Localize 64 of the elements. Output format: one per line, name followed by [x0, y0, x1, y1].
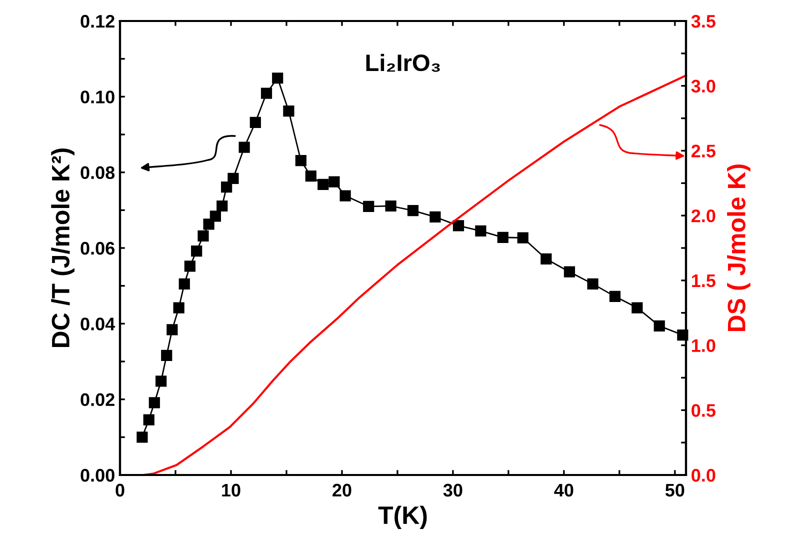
y2-tick-label: 1.0 — [692, 339, 716, 352]
y-tick-label: 0.08 — [80, 166, 115, 180]
point — [407, 204, 419, 216]
point — [148, 397, 160, 408]
y2-tick-label: 3.5 — [691, 14, 716, 28]
x-tick-label: 50 — [665, 484, 684, 497]
point — [191, 245, 202, 257]
point — [609, 290, 621, 302]
y-tick-label: 0.02 — [80, 393, 114, 406]
point — [363, 200, 374, 212]
point — [228, 172, 239, 184]
point — [540, 253, 552, 265]
point — [166, 324, 178, 336]
point — [632, 302, 643, 314]
x-tick-label: 10 — [222, 484, 240, 497]
y2-tick-label: 1.5 — [692, 274, 716, 288]
point — [198, 230, 209, 242]
y-tick-label: 0.06 — [80, 242, 114, 255]
x-axis-title: T(K) — [378, 506, 427, 530]
point — [136, 432, 148, 443]
y2-tick-label: 3.0 — [691, 80, 716, 93]
point — [452, 220, 464, 232]
point — [220, 182, 232, 193]
y2-tick-label: 0.5 — [692, 404, 716, 417]
y-tick-label: 0.04 — [80, 318, 116, 330]
point — [250, 116, 261, 128]
point — [295, 155, 306, 166]
point — [430, 211, 441, 223]
y2-tick-label: 2.5 — [691, 144, 716, 158]
x-tick-label: 30 — [443, 484, 462, 497]
y-tick-label: 0.10 — [80, 90, 114, 104]
point — [173, 302, 184, 314]
y-tick-label: 0.12 — [80, 14, 114, 28]
y-tick-label: 0.00 — [80, 468, 114, 482]
point — [178, 278, 190, 290]
point — [654, 320, 665, 332]
point — [143, 414, 154, 426]
point — [340, 190, 351, 202]
point — [385, 200, 396, 212]
point — [238, 142, 250, 153]
x-tick-label: 20 — [332, 484, 352, 497]
point — [517, 232, 528, 244]
text: Li₂IrO₃ — [366, 54, 440, 72]
point — [156, 376, 167, 387]
y-axis-title: DC /T (J/mole K²) — [51, 148, 74, 348]
y2-tick-label: 0.0 — [692, 468, 716, 482]
y2-axis-title: DS ( J/mole K) — [727, 164, 750, 332]
y2-tick-label: 2.0 — [691, 210, 716, 222]
point — [216, 200, 228, 212]
x-tick-label: 0 — [116, 484, 124, 497]
point — [497, 232, 508, 243]
point — [210, 210, 221, 222]
x-tick-label: 40 — [554, 484, 574, 497]
point — [184, 260, 196, 272]
point — [328, 176, 340, 188]
point — [564, 266, 576, 278]
point — [272, 72, 284, 84]
point — [318, 178, 329, 190]
point — [283, 105, 294, 117]
point — [161, 350, 172, 362]
point — [260, 88, 272, 99]
point — [475, 225, 486, 237]
point — [587, 278, 598, 290]
point — [305, 170, 316, 182]
